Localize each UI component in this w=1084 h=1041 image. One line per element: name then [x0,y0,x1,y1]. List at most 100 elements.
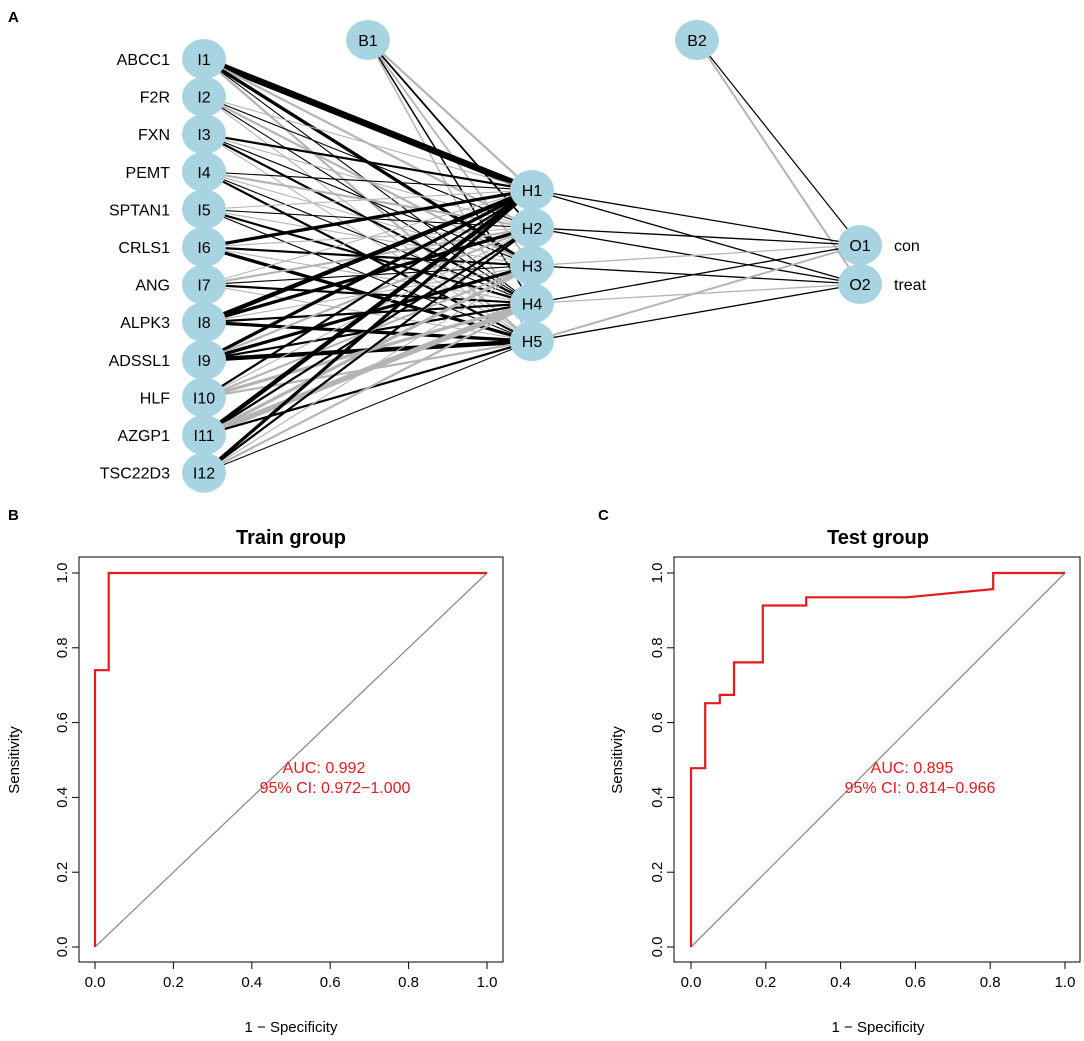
test-reference-diagonal [690,572,1066,948]
test-plot-frame [673,556,1081,963]
input-node-i1 [182,39,226,79]
bias-node-b2 [675,20,719,60]
train-roc-curve [93,571,487,947]
train-reference-diagonal [94,572,488,948]
output-label-o1: con [894,238,920,255]
panel-label-c: C [598,507,609,524]
test-y-tick-label: 0.2 [649,862,666,883]
gene-label-i5: SPTAN1 [109,202,170,219]
edge-i9-h1 [203,188,533,362]
input-node-i7 [182,264,226,305]
hidden-node-h4 [510,283,554,324]
train-x-tick-label: 0.8 [398,974,419,991]
input-node-i12 [182,452,226,493]
test-x-tick-label: 0.6 [905,974,926,991]
edge-h1-o1 [531,189,861,246]
edge-i7-h1 [203,189,533,286]
gene-label-i12: TSC22D3 [100,466,170,483]
test-roc-curve [689,571,1065,947]
train-x-tick-label: 0.6 [320,974,341,991]
train-plot-area: 0.0 0.2 0.4 0.6 0.8 1.0 0.0 0.2 0.4 0.6 0.8 1.0 [54,556,504,991]
hidden-node-h3-label: H3 [522,259,543,276]
input-node-i12-label: I12 [193,466,215,483]
gene-label-i7: ANG [135,278,170,295]
train-roc-chart: B Train group 0.0 0.2 0.4 0.6 0.8 1.00.00.20.… [6,507,504,1036]
bias-edges [367,39,861,342]
input-node-i3-label: I3 [197,127,210,144]
bias-node-b2-label: B2 [687,33,707,50]
gene-label-i1: ABCC1 [117,52,170,69]
hidden-node-h1-label: H1 [522,183,543,200]
train-x-tick-label: 1.0 [477,974,498,991]
test-chart-title: Test group [827,527,929,549]
edge-i6-h1 [203,188,533,249]
test-x-tick-label: 0.4 [830,974,851,991]
gene-label-i11: AZGP1 [118,428,171,445]
train-y-tick-label: 0.8 [54,637,71,658]
input-node-i8 [182,302,226,343]
train-y-axis-label: Sensitivity [6,726,23,794]
edge-b1-h5 [367,39,533,342]
edge-i2-h1 [203,96,533,191]
output-label-o2: treat [894,277,927,294]
gene-label-i2: F2R [140,90,170,107]
output-node-o2 [838,264,882,304]
gene-label-i10: HLF [140,390,170,407]
test-y-tick-label: 0.8 [649,637,666,658]
train-auc-label: AUC: 0.992 [283,760,366,777]
input-node-i11-label: I11 [193,428,214,445]
input-node-i9 [182,339,226,380]
edge-i10-h1 [203,189,533,399]
input-node-i2 [182,76,226,117]
test-y-tick-label: 0.4 [649,787,666,808]
train-x-axis-label: 1 − Specificity [245,1019,338,1036]
test-x-axis-label: 1 − Specificity [832,1019,925,1036]
input-hidden-edges [202,55,534,474]
train-x-tick-label: 0.4 [241,974,262,991]
edge-i1-h1 [202,55,534,194]
hidden-node-h2 [510,207,554,248]
input-node-i10 [182,377,226,418]
input-node-i3 [182,114,226,155]
panel-label-a: A [8,9,19,26]
test-x-tick-label: 0.8 [980,974,1001,991]
train-y-tick-label: 0.4 [54,787,71,808]
edge-i4-h1 [203,171,533,191]
gene-label-i3: FXN [138,127,170,144]
train-chart-title: Train group [236,527,346,549]
train-x-tick-label: 0.2 [163,974,184,991]
input-node-i7-label: I7 [197,278,210,295]
edge-i8-h1 [203,187,533,325]
edge-i5-h1 [203,189,533,210]
edge-h3-o1 [531,244,861,267]
train-y-tick-label: 0.0 [54,937,71,958]
train-y-tick-label: 0.6 [54,712,71,733]
input-node-i5 [182,189,226,230]
test-plot-area: 0.0 0.2 0.4 0.6 0.8 1.0 0.0 0.2 0.4 0.6 0.8 1.0 [649,556,1081,991]
train-y-tick-label: 1.0 [54,563,71,584]
hidden-node-h4-label: H4 [522,296,543,313]
edge-h5-o1 [531,244,861,343]
train-y-tick-label: 0.2 [54,862,71,883]
test-auc-label: AUC: 0.895 [871,760,954,777]
test-ci-label: 95% CI: 0.814−0.966 [845,780,996,797]
output-node-o1-label: O1 [849,238,870,255]
gene-label-i4: PEMT [126,165,171,182]
edge-h5-o2 [531,283,861,342]
edge-h4-o1 [531,244,861,305]
edge-b1-h2 [367,39,533,229]
hidden-node-h1 [510,170,554,210]
test-y-axis-label: Sensitivity [609,726,626,794]
input-node-i4-label: I4 [197,165,210,182]
network-nodes: I1 ABCC1 I2 F2R I3 FXN I4 PEMT I5 SPTAN1 I6 CRLS1 I7… [100,20,927,493]
panel-label-b: B [8,507,19,524]
train-plot-frame [78,556,504,963]
test-x-tick-label: 1.0 [1055,974,1076,991]
gene-label-i9: ADSSL1 [109,353,170,370]
neural-network-diagram: A I1 ABCC1 I2 F2R I3 FXN I4 PEMT I5 SPTAN1 I6 CRLS1… [8,9,927,493]
bias-node-b1-label: B1 [358,33,378,50]
edge-b1-h4 [367,39,533,304]
edge-i12-h5 [203,340,533,474]
train-ci-label: 95% CI: 0.972−1.000 [260,780,411,797]
